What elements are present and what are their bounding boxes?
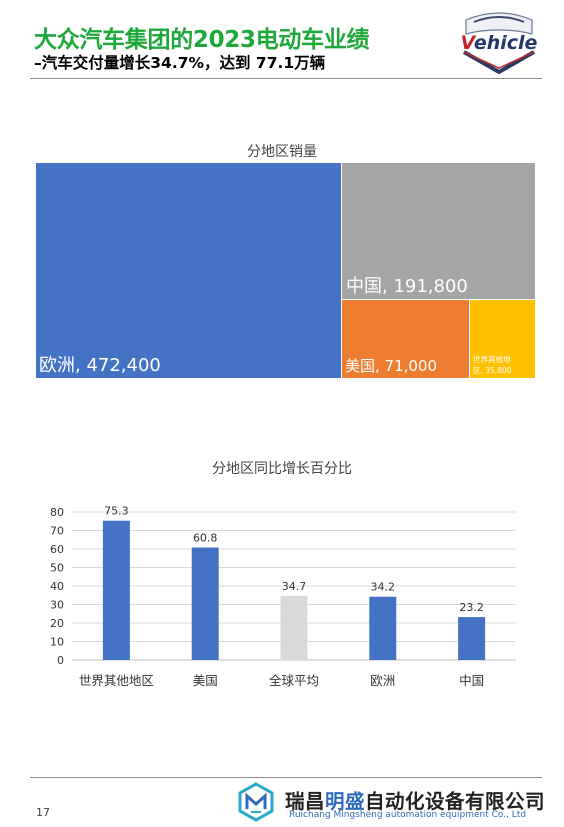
treemap-tile-usa <box>342 300 469 378</box>
company-logo-icon <box>238 782 274 822</box>
logo-text-rest: ehicle <box>474 32 538 54</box>
y-tick-label: 70 <box>50 525 64 538</box>
y-tick-label: 50 <box>50 562 64 575</box>
bar-chart-title: 分地区同比增长百分比 <box>212 461 352 477</box>
treemap-title: 分地区销量 <box>247 144 317 160</box>
x-category-label: 世界其他地区 <box>79 673 154 688</box>
x-category-label: 中国 <box>459 673 484 688</box>
treemap-label-usa: 美国, 71,000 <box>345 357 437 375</box>
company-name-part1: 瑞昌 <box>285 790 326 813</box>
bar <box>191 547 219 660</box>
y-tick-label: 0 <box>57 654 64 667</box>
x-category-label: 美国 <box>193 673 218 688</box>
svg-text:Vehicle: Vehicle <box>461 32 538 54</box>
y-tick-label: 40 <box>50 580 64 593</box>
bar <box>102 520 130 660</box>
bar <box>369 596 397 660</box>
y-tick-label: 10 <box>50 636 64 649</box>
treemap-label-rest-line1: 世界其他地 <box>473 354 511 364</box>
y-tick-label: 80 <box>50 506 64 519</box>
bar-value-label: 75.3 <box>104 505 129 518</box>
treemap-label-rest-line2: 区, 35,800 <box>473 366 512 375</box>
bar-value-label: 60.8 <box>193 532 218 545</box>
company-name-cn: 瑞昌明盛自动化设备有限公司 <box>285 785 545 814</box>
treemap-label-china: 中国, 191,800 <box>346 276 468 297</box>
footer-divider <box>30 777 542 778</box>
x-category-label: 欧洲 <box>370 673 395 688</box>
bar <box>458 617 486 660</box>
treemap-tile-europe <box>36 163 341 378</box>
page-subtitle: –汽车交付量增长34.7%，达到 77.1万辆 <box>34 54 326 72</box>
page-number: 17 <box>36 806 50 819</box>
y-tick-label: 20 <box>50 617 64 630</box>
page-title: 大众汽车集团的2023电动车业绩 <box>34 27 370 53</box>
bar-value-label: 23.2 <box>459 601 484 614</box>
treemap-label-europe: 欧洲, 472,400 <box>39 355 161 376</box>
treemap-tile-china <box>342 163 535 299</box>
y-tick-label: 30 <box>50 599 64 612</box>
treemap-chart: 欧洲, 472,400 中国, 191,800 美国, 71,000 世界其他地… <box>36 163 535 378</box>
header-divider <box>30 78 542 79</box>
x-category-label: 全球平均 <box>269 673 319 688</box>
company-name-highlight: 明盛 <box>325 790 366 813</box>
bar-value-label: 34.7 <box>282 580 307 593</box>
company-name-en: Ruichang Mingsheng automation equipment … <box>289 810 527 820</box>
bar-chart: 0 10 20 30 40 50 60 70 80 75.3 世界其他地区 60.8 美国 34.7 全球平… <box>50 505 516 688</box>
bar <box>280 595 308 660</box>
vehicle-logo: Vehicle <box>461 12 538 74</box>
treemap-tile-rest-of-world <box>470 300 535 378</box>
y-tick-label: 60 <box>50 543 64 556</box>
bar-value-label: 34.2 <box>371 581 396 594</box>
company-name-part2: 自动化设备有限公司 <box>365 790 546 813</box>
